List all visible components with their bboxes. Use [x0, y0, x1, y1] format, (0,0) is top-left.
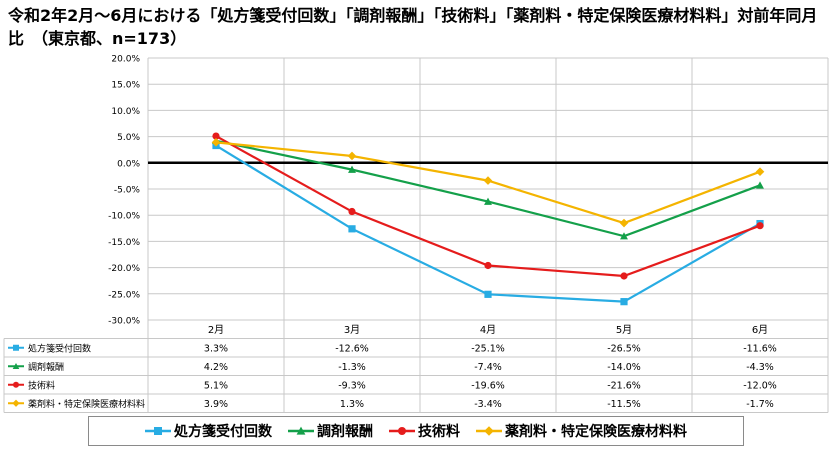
data-label: 3.3%: [204, 343, 228, 354]
data-point: [756, 181, 764, 189]
y-tick-label: 15.0%: [111, 81, 140, 91]
data-point: [483, 176, 493, 185]
table-legend-key-marker: [12, 362, 20, 369]
table-legend-key-marker: [13, 381, 19, 388]
data-label: -11.5%: [607, 399, 641, 410]
data-label: -26.5%: [607, 343, 641, 354]
legend-key-marker: [296, 426, 306, 435]
data-point: [620, 272, 628, 280]
data-label: 3.9%: [204, 399, 228, 410]
data-label: -14.0%: [607, 362, 641, 373]
data-point: [755, 167, 765, 177]
legend-key: [389, 427, 415, 435]
data-point: [484, 290, 492, 298]
data-label: -25.1%: [471, 343, 505, 354]
table-legend-key-marker: [13, 344, 19, 351]
data-point: [211, 138, 221, 147]
legend-label: 処方箋受付回数: [174, 424, 272, 440]
legend-key-marker: [484, 426, 494, 436]
chart-legend: 処方箋受付回数 調剤報酬 技術料 薬剤料・特定保険医療材料料: [88, 416, 744, 446]
y-tick-label: 0.0%: [117, 159, 140, 169]
data-point: [620, 298, 628, 306]
y-tick-label: -25.0%: [108, 290, 140, 300]
legend-label: 技術料: [418, 424, 460, 440]
legend-item: 技術料: [389, 421, 460, 441]
legend-key-marker: [398, 427, 406, 435]
data-point: [484, 261, 492, 270]
legend-key: [476, 426, 502, 436]
data-label: -11.6%: [743, 343, 777, 354]
y-tick-label: -10.0%: [108, 212, 140, 222]
chart-title: 令和2年2月～6月における「処方箋受付回数」「調剤報酬」「技術料」「薬剤料・特定…: [8, 6, 818, 48]
legend-key-marker: [154, 427, 162, 435]
data-label: -21.6%: [607, 380, 641, 391]
legend-key: [145, 427, 171, 435]
x-tick-label: 4月: [480, 324, 496, 336]
y-tick-label: -30.0%: [108, 317, 140, 327]
x-tick-label: 5月: [616, 324, 632, 336]
y-tick-label: -20.0%: [108, 264, 140, 274]
data-point: [348, 225, 356, 233]
series-line: [215, 139, 761, 238]
series-line: [215, 144, 761, 303]
legend-label: 薬剤料・特定保険医療材料料: [505, 424, 687, 440]
table-series-name: 技術料: [28, 379, 55, 391]
data-point: [620, 232, 628, 240]
data-label: 5.1%: [204, 380, 228, 391]
data-label: 4.2%: [204, 362, 228, 373]
data-label: -1.7%: [746, 399, 774, 410]
y-tick-label: -15.0%: [108, 238, 140, 248]
legend-key: [288, 426, 314, 435]
x-tick-label: 2月: [208, 324, 224, 336]
data-label: -7.4%: [474, 362, 502, 373]
data-point: [348, 165, 356, 173]
data-label: -9.3%: [338, 380, 366, 391]
table-series-name: 薬剤料・特定保険医療材料料: [28, 398, 145, 410]
data-point: [348, 207, 356, 216]
y-tick-label: 10.0%: [111, 107, 140, 117]
data-point: [619, 218, 629, 228]
data-label: 1.3%: [340, 399, 364, 410]
y-tick-label: -5.0%: [114, 186, 141, 196]
legend-item: 処方箋受付回数: [145, 421, 272, 441]
data-point: [347, 151, 357, 161]
x-tick-label: 3月: [344, 324, 360, 336]
legend-label: 調剤報酬: [317, 424, 373, 440]
table-series-name: 調剤報酬: [28, 361, 64, 373]
data-point: [756, 222, 764, 230]
table-legend-key-marker: [12, 399, 20, 407]
legend-item: 調剤報酬: [288, 421, 373, 441]
data-label: -3.4%: [474, 399, 502, 410]
data-label: -12.6%: [335, 343, 369, 354]
legend-item: 薬剤料・特定保険医療材料料: [476, 421, 687, 441]
y-tick-label: 20.0%: [111, 55, 140, 65]
x-tick-label: 6月: [752, 324, 768, 336]
data-point: [484, 197, 492, 205]
data-label: -12.0%: [743, 380, 777, 391]
table-series-name: 処方箋受付回数: [28, 342, 91, 354]
data-label: -19.6%: [471, 380, 505, 391]
data-label: -4.3%: [746, 362, 774, 373]
data-label: -1.3%: [338, 362, 366, 373]
data-point: [212, 132, 220, 140]
y-tick-label: 5.0%: [117, 133, 140, 143]
